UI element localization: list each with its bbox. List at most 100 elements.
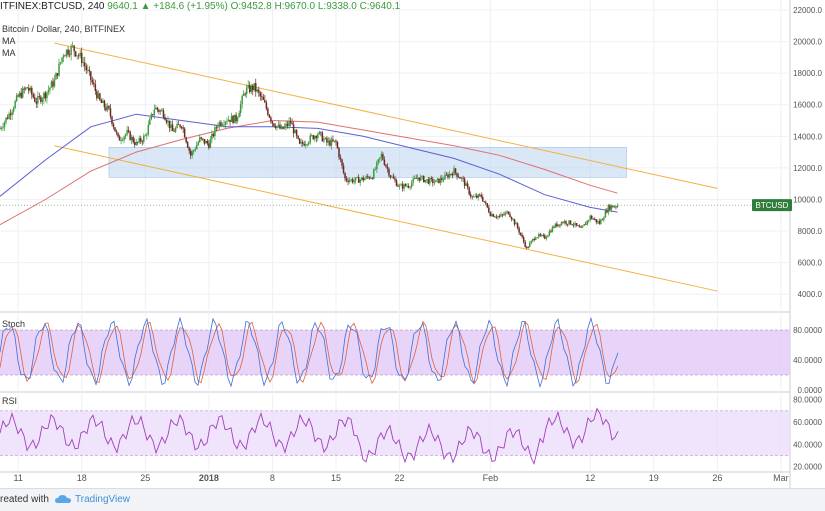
candle-body <box>218 122 221 127</box>
candle-body <box>380 153 383 158</box>
candle-body <box>2 127 4 129</box>
candle-body <box>539 234 542 236</box>
candle-body <box>315 136 318 139</box>
candle-body <box>454 168 457 173</box>
candle-body <box>189 150 192 156</box>
x-tick-label: 25 <box>140 473 150 483</box>
candle-body <box>544 235 546 239</box>
candle-body <box>233 114 236 123</box>
candle-body <box>174 127 177 132</box>
candle-body <box>371 177 374 179</box>
candle-body <box>304 144 307 146</box>
ma-indicator-2[interactable]: MA <box>2 48 16 58</box>
ma-indicator-1[interactable]: MA <box>2 36 16 46</box>
candle-body <box>583 223 585 226</box>
tradingview-cloud-icon <box>55 495 71 503</box>
candle-body <box>306 144 308 146</box>
candle-body <box>515 223 517 225</box>
candle-body <box>291 122 293 125</box>
candle-body <box>321 132 324 142</box>
candle-body <box>185 137 187 143</box>
candle-body <box>368 177 371 179</box>
candle-body <box>226 121 228 122</box>
candle-body <box>58 63 60 76</box>
candle-body <box>353 180 355 183</box>
x-tick-label: 19 <box>649 473 659 483</box>
candle-body <box>385 164 387 167</box>
y-tick-label: 8000.0 <box>798 227 823 236</box>
candle-body <box>179 124 181 128</box>
candle-body <box>303 143 305 146</box>
candle-body <box>276 125 278 129</box>
candle-body <box>595 219 598 223</box>
candle-body <box>339 157 342 160</box>
candle-body <box>248 85 251 92</box>
candle-body <box>436 178 439 180</box>
candle-body <box>258 89 260 93</box>
candle-body <box>205 140 207 144</box>
candle-body <box>143 135 145 142</box>
candle-body <box>435 179 437 183</box>
candle-body <box>430 178 433 179</box>
x-tick-label: 2018 <box>199 473 219 483</box>
candle-body <box>93 82 95 85</box>
candle-body <box>498 216 501 218</box>
candle-body <box>297 135 299 139</box>
candle-body <box>559 224 561 226</box>
candle-body <box>401 184 404 189</box>
candle-body <box>359 179 361 183</box>
candle-body <box>534 237 537 240</box>
created-with-label: reated with <box>0 494 49 505</box>
symbol-label[interactable]: ITFINEX:BTCUSD, 240 <box>0 1 105 12</box>
candle-body <box>587 220 590 221</box>
candle-body <box>424 179 427 183</box>
candle-body <box>147 124 150 135</box>
candle-body <box>74 51 77 57</box>
candle-body <box>49 87 51 90</box>
y-tick-label: 4000.0 <box>798 290 823 299</box>
y-tick-label: 22000.0 <box>793 6 822 15</box>
candle-body <box>363 178 366 181</box>
candle-body <box>23 88 25 90</box>
candle-body <box>270 117 272 122</box>
candle-body <box>21 88 24 98</box>
candle-body <box>73 45 75 52</box>
candle-body <box>168 120 171 128</box>
candle-body <box>462 177 464 179</box>
footer-bar: reated with TradingView <box>0 488 825 511</box>
candle-body <box>208 143 210 148</box>
candle-body <box>123 136 125 140</box>
candle-body <box>383 159 386 165</box>
candle-body <box>253 83 256 91</box>
candle-body <box>300 142 302 144</box>
x-tick-label: 15 <box>331 473 341 483</box>
candle-body <box>100 99 103 103</box>
candle-body <box>607 205 610 213</box>
candle-body <box>121 139 124 141</box>
candle-body <box>153 109 156 115</box>
candle-body <box>495 216 498 218</box>
candle-body <box>200 137 203 139</box>
candle-body <box>616 205 619 207</box>
candle-body <box>112 123 115 128</box>
x-tick-label: 22 <box>395 473 405 483</box>
candle-body <box>53 79 56 87</box>
candle-body <box>584 223 587 225</box>
candle-body <box>247 85 249 88</box>
candle-body <box>56 73 59 76</box>
candle-body <box>136 142 139 143</box>
candle-body <box>105 107 107 111</box>
candle-body <box>382 153 384 160</box>
candle-body <box>188 147 190 151</box>
candle-body <box>217 126 219 128</box>
tradingview-link[interactable]: TradingView <box>75 494 131 505</box>
candle-body <box>332 139 334 142</box>
candle-body <box>232 115 234 123</box>
candle-body <box>262 96 265 100</box>
candle-body <box>472 196 475 198</box>
candle-body <box>251 85 254 91</box>
candle-body <box>47 89 50 93</box>
candle-body <box>273 123 275 127</box>
candle-body <box>409 186 411 188</box>
candle-body <box>527 247 529 249</box>
